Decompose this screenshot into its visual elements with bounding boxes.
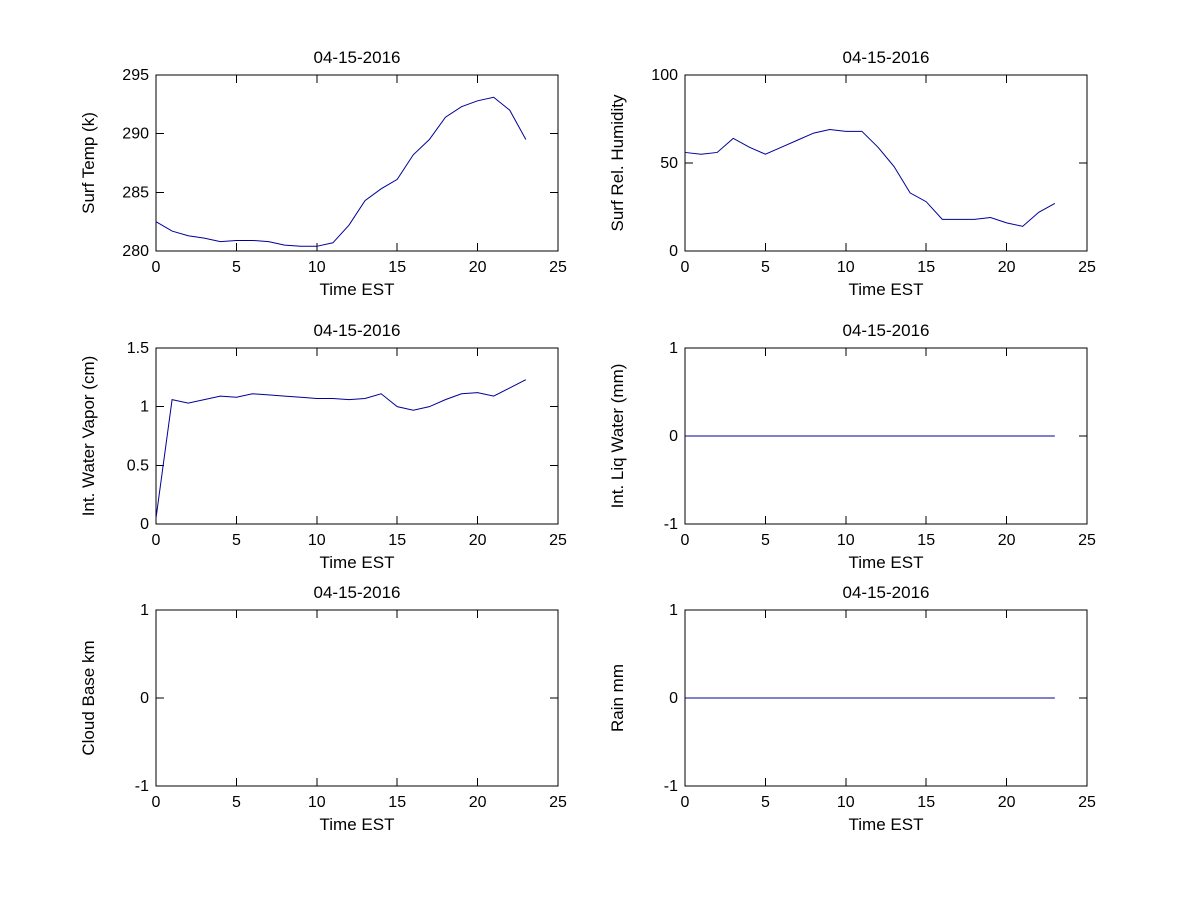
chart-title: 04-15-2016	[843, 583, 930, 602]
x-tick-label: 20	[998, 532, 1016, 549]
x-tick-label: 25	[549, 794, 567, 811]
x-tick-label: 10	[837, 532, 855, 549]
subplot-surf-temp: 0 5 10 15 20 25 280 285 290 295 04-15-2016 Time EST…	[79, 48, 567, 299]
x-tick-label: 25	[549, 532, 567, 549]
x-tick-label: 15	[917, 532, 935, 549]
data-line	[684, 129, 1056, 227]
subplot-surf-rel-humidity: 0 5 10 15 20 25 0 50 100 04-15-2016 Time EST Surf R…	[608, 48, 1096, 299]
x-tick-label: 10	[837, 259, 855, 276]
y-tick-label: 0.5	[127, 457, 149, 474]
y-tick-label: -1	[664, 516, 678, 533]
x-tick-label: 20	[998, 259, 1016, 276]
data-line	[155, 96, 527, 247]
x-tick-label: 0	[152, 794, 161, 811]
x-tick-label: 5	[232, 794, 241, 811]
x-tick-label: 20	[998, 794, 1016, 811]
chart-title: 04-15-2016	[843, 321, 930, 340]
y-tick-label: 0	[669, 690, 678, 707]
y-tick-label: 1	[669, 340, 678, 357]
y-axis-label: Int. Water Vapor (cm)	[79, 356, 98, 517]
x-tick-label: 10	[837, 794, 855, 811]
x-axis-label: Time EST	[320, 815, 395, 834]
y-tick-label: 0	[140, 516, 149, 533]
axes-box	[155, 74, 559, 252]
y-tick-label: 1.5	[127, 340, 149, 357]
x-tick-label: 5	[761, 259, 770, 276]
x-tick-label: 10	[308, 532, 326, 549]
x-tick-label: 25	[549, 259, 567, 276]
y-tick-label: 100	[651, 67, 678, 84]
y-tick-label: 50	[660, 155, 678, 172]
y-axis-label: Int. Liq Water (mm)	[608, 364, 627, 509]
chart-title: 04-15-2016	[314, 583, 401, 602]
x-tick-label: 20	[469, 532, 487, 549]
data-line	[155, 379, 527, 519]
x-tick-label: 5	[761, 794, 770, 811]
x-axis-label: Time EST	[849, 815, 924, 834]
y-tick-label: -1	[135, 778, 149, 795]
x-tick-label: 25	[1078, 259, 1096, 276]
y-axis-label: Rain mm	[608, 664, 627, 732]
x-tick-label: 0	[152, 532, 161, 549]
x-tick-label: 15	[388, 259, 406, 276]
x-tick-label: 20	[469, 794, 487, 811]
chart-title: 04-15-2016	[314, 48, 401, 67]
axes-box	[155, 347, 559, 525]
x-tick-label: 5	[232, 532, 241, 549]
x-tick-label: 0	[681, 794, 690, 811]
axes-box	[684, 74, 1088, 252]
chart-title: 04-15-2016	[843, 48, 930, 67]
x-tick-label: 5	[761, 532, 770, 549]
x-tick-label: 15	[917, 794, 935, 811]
y-tick-label: 285	[122, 184, 149, 201]
x-axis-label: Time EST	[320, 280, 395, 299]
y-tick-label: 280	[122, 243, 149, 260]
y-axis-label: Cloud Base km	[79, 640, 98, 755]
x-tick-label: 25	[1078, 794, 1096, 811]
x-tick-label: 0	[681, 259, 690, 276]
y-tick-label: 290	[122, 126, 149, 143]
x-tick-label: 25	[1078, 532, 1096, 549]
x-axis-label: Time EST	[320, 553, 395, 572]
x-tick-label: 10	[308, 794, 326, 811]
axes-box	[155, 609, 559, 787]
y-tick-label: 0	[669, 243, 678, 260]
y-tick-label: 0	[669, 428, 678, 445]
x-tick-label: 10	[308, 259, 326, 276]
x-tick-label: 15	[388, 794, 406, 811]
y-tick-label: 1	[669, 602, 678, 619]
y-axis-label: Surf Temp (k)	[79, 112, 98, 214]
y-axis-label: Surf Rel. Humidity	[608, 94, 627, 231]
y-tick-label: -1	[664, 778, 678, 795]
x-tick-label: 0	[152, 259, 161, 276]
subplot-int-water-vapor: 0 5 10 15 20 25 0 0.5 1 1.5 04-15-2016 Time EST Int.…	[79, 321, 567, 572]
chart-title: 04-15-2016	[314, 321, 401, 340]
y-tick-label: 1	[140, 602, 149, 619]
x-tick-label: 0	[681, 532, 690, 549]
x-tick-label: 15	[917, 259, 935, 276]
x-tick-label: 15	[388, 532, 406, 549]
x-axis-label: Time EST	[849, 280, 924, 299]
y-tick-label: 0	[140, 690, 149, 707]
y-tick-label: 1	[140, 399, 149, 416]
y-tick-label: 295	[122, 67, 149, 84]
x-tick-label: 20	[469, 259, 487, 276]
x-tick-label: 5	[232, 259, 241, 276]
x-axis-label: Time EST	[849, 553, 924, 572]
